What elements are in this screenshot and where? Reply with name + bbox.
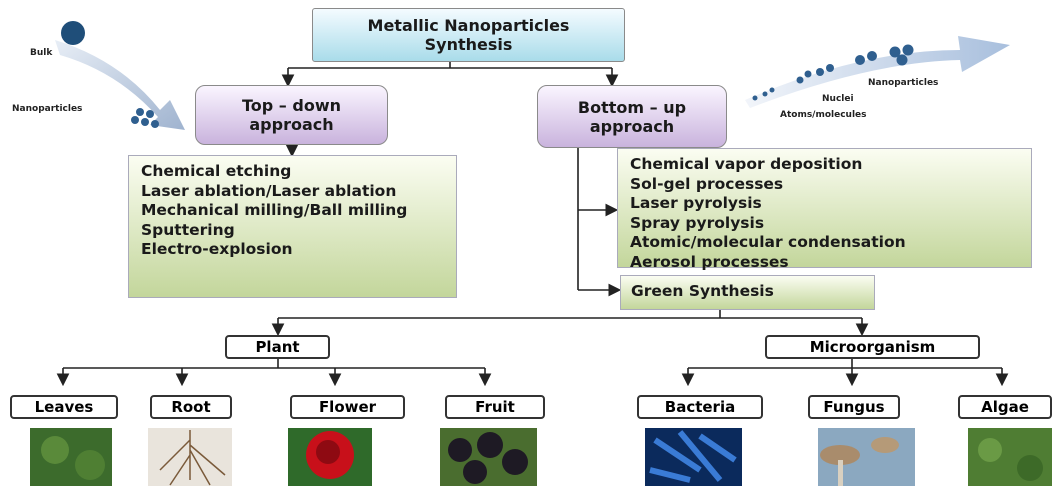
method: Spray pyrolysis — [630, 214, 1019, 234]
plant: Plant — [225, 335, 330, 359]
diagram: Bulk Nanoparticles Nanoparticles Nuclei … — [0, 0, 1059, 486]
bulk-label: Bulk — [30, 48, 52, 58]
method: Sputtering — [141, 221, 421, 241]
microorganism: Microorganism — [765, 335, 980, 359]
top-down-box: Top – down approach — [195, 85, 388, 145]
plant-part: Flower — [290, 395, 405, 419]
method: Chemical etching — [141, 162, 421, 182]
title: Metallic Nanoparticles Synthesis — [312, 8, 625, 62]
plant-part: Fruit — [445, 395, 545, 419]
method: Mechanical milling/Ball milling — [141, 201, 421, 221]
plant-part: Leaves — [10, 395, 118, 419]
top-down-methods: Chemical etching Laser ablation/Laser ab… — [128, 155, 457, 298]
green-synthesis: Green Synthesis — [620, 275, 875, 310]
bottom-up-box: Bottom – up approach — [537, 85, 727, 148]
method: Electro-explosion — [141, 240, 421, 260]
microorganism-type: Bacteria — [637, 395, 763, 419]
nuclei-label: Nuclei — [822, 94, 854, 104]
method: Laser pyrolysis — [630, 194, 1019, 214]
nanoparticles-label: Nanoparticles — [12, 104, 82, 114]
plant-part: Root — [150, 395, 232, 419]
bottom-up-methods: Chemical vapor deposition Sol-gel proces… — [617, 148, 1032, 268]
atoms-label: Atoms/molecules — [780, 110, 867, 120]
method: Chemical vapor deposition — [630, 155, 1019, 175]
microorganism-type: Fungus — [808, 395, 900, 419]
method: Sol-gel processes — [630, 175, 1019, 195]
nanoparticles-label: Nanoparticles — [868, 78, 938, 88]
microorganism-type: Algae — [958, 395, 1052, 419]
method: Laser ablation/Laser ablation — [141, 182, 421, 202]
photos — [30, 428, 1052, 486]
method: Aerosol processes — [630, 253, 1019, 273]
right-illustration — [745, 36, 1010, 108]
method: Atomic/molecular condensation — [630, 233, 1019, 253]
